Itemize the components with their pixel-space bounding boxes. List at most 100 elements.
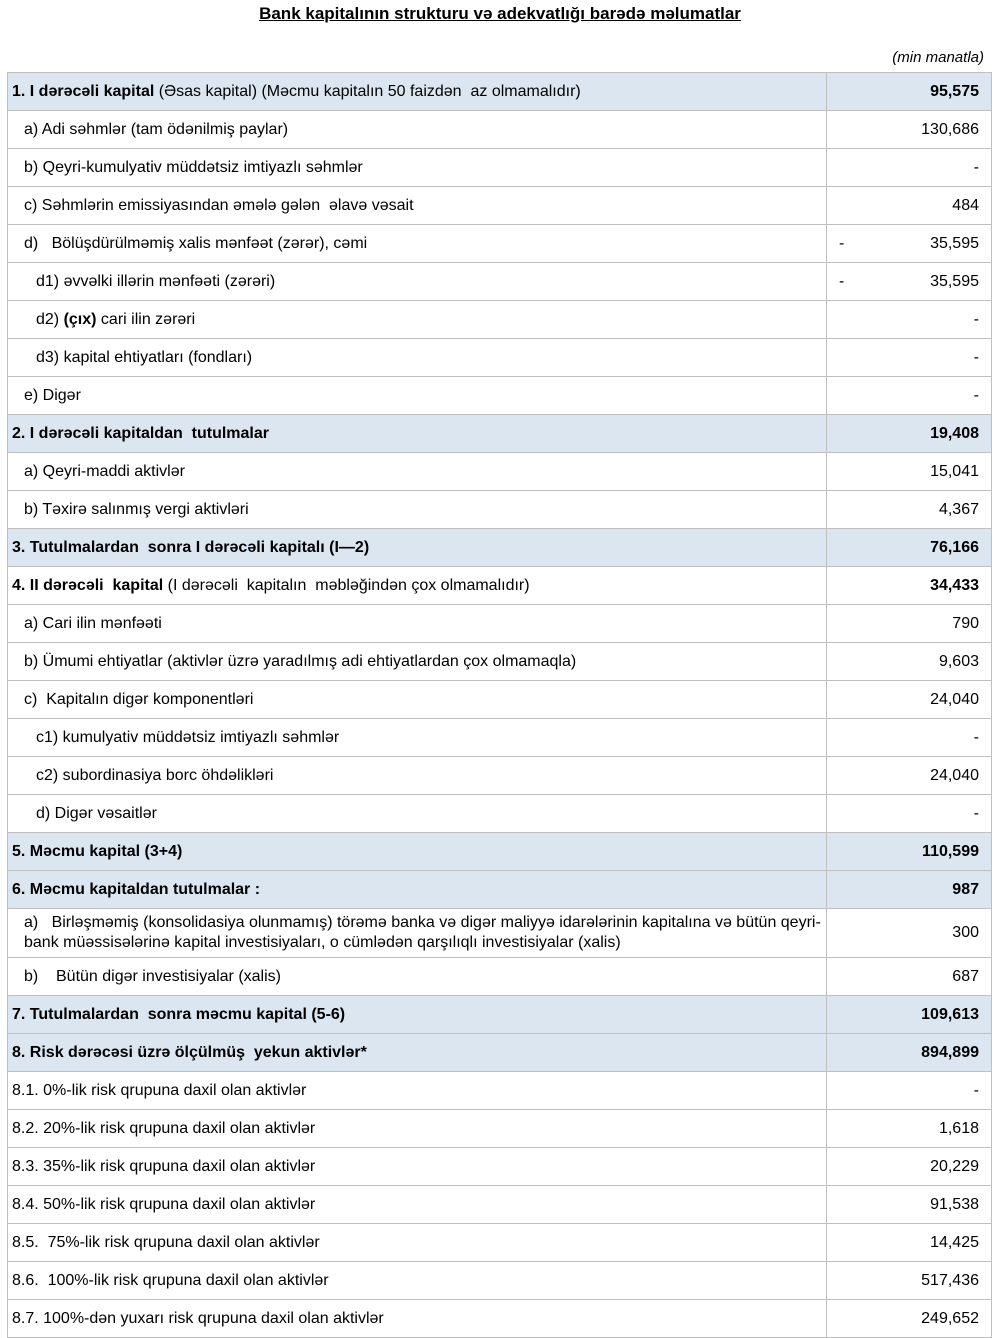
label-text: 8.1. 0%-lik risk qrupuna daxil olan akti… xyxy=(12,1081,307,1099)
value: - xyxy=(973,348,979,366)
sign: - xyxy=(839,272,845,290)
label-text: b) Ümumi ehtiyatlar (aktivlər üzrə yarad… xyxy=(24,652,577,670)
table-row: a) Adi səhmlər (tam ödənilmiş paylar) 130… xyxy=(7,110,992,149)
label-text: 8.5. 75%-lik risk qrupuna daxil olan akt… xyxy=(12,1233,320,1251)
sign: - xyxy=(839,234,845,252)
value-wrap: 110,599 xyxy=(827,843,991,861)
label-text: 8.7. 100%-dən yuxarı risk qrupuna daxil … xyxy=(12,1309,384,1327)
label-text: d3) kapital ehtiyatları (fondları) xyxy=(36,348,253,366)
label-cell: a) Birləşməmiş (konsolidasiya olunmamış)… xyxy=(7,908,827,958)
value-cell: 790 xyxy=(826,604,992,643)
table-row: 8.3. 35%-lik risk qrupuna daxil olan akt… xyxy=(7,1147,992,1186)
label-text: 8.6. 100%-lik risk qrupuna daxil olan ak… xyxy=(12,1271,329,1289)
value-cell: - xyxy=(826,300,992,339)
value: 484 xyxy=(952,196,979,214)
value-cell: 300 xyxy=(826,908,992,958)
table-row: c2) subordinasiya borc öhdəlikləri 24,040 xyxy=(7,756,992,795)
value-cell: 20,229 xyxy=(826,1147,992,1186)
label-cell: 6. Məcmu kapitaldan tutulmalar : xyxy=(7,870,827,909)
value-wrap: 34,433 xyxy=(827,577,991,595)
value-cell: 109,613 xyxy=(826,995,992,1034)
table-row: 8.4. 50%-lik risk qrupuna daxil olan akt… xyxy=(7,1185,992,1224)
table-row: d) Digər vəsaitlər - xyxy=(7,794,992,833)
value-cell: - xyxy=(826,794,992,833)
label-text: c) Səhmlərin emissiyasından əmələ gələn … xyxy=(24,196,414,214)
label-text: c1) kumulyativ müddətsiz imtiyazlı səhml… xyxy=(36,728,340,746)
value-wrap: - xyxy=(827,1082,991,1100)
value: 95,575 xyxy=(930,82,979,100)
label-cell: 2. I dərəcəli kapitaldan tutulmalar xyxy=(7,414,827,453)
unit-note: (min manatla) xyxy=(892,49,984,66)
label-cell: b) Ümumi ehtiyatlar (aktivlər üzrə yarad… xyxy=(7,642,827,681)
value-wrap: 484 xyxy=(827,197,991,215)
value: 790 xyxy=(952,614,979,632)
value-cell: 24,040 xyxy=(826,680,992,719)
label-text: a) Adi səhmlər (tam ödənilmiş paylar) xyxy=(24,120,289,138)
table-row: 6. Məcmu kapitaldan tutulmalar : 987 xyxy=(7,870,992,909)
value: 24,040 xyxy=(930,690,979,708)
value: 249,652 xyxy=(921,1309,979,1327)
value: - xyxy=(973,310,979,328)
label-text: 8.3. 35%-lik risk qrupuna daxil olan akt… xyxy=(12,1157,316,1175)
value: - xyxy=(973,158,979,176)
value-cell: 130,686 xyxy=(826,110,992,149)
value-cell: 14,425 xyxy=(826,1223,992,1262)
value: 987 xyxy=(952,880,979,898)
value: 91,538 xyxy=(930,1195,979,1213)
label-text: d) Digər vəsaitlər xyxy=(36,804,157,822)
table-row: 8.7. 100%-dən yuxarı risk qrupuna daxil … xyxy=(7,1299,992,1338)
value-wrap: 517,436 xyxy=(827,1272,991,1290)
page: {"header":{"title":"Bank kapitalının str… xyxy=(7,4,992,1338)
table-row: d3) kapital ehtiyatları (fondları) - xyxy=(7,338,992,377)
label-cell: a) Adi səhmlər (tam ödənilmiş paylar) xyxy=(7,110,827,149)
value: - xyxy=(973,386,979,404)
label-cell: e) Digər xyxy=(7,376,827,415)
label-text: d) Bölüşdürülməmiş xalis mənfəət (zərər)… xyxy=(24,234,368,252)
value-wrap: - 35,595 xyxy=(827,273,991,291)
table-row: b) Bütün digər investisiyalar (xalis) 687 xyxy=(7,957,992,996)
value-cell: - xyxy=(826,148,992,187)
label-cell: 8.3. 35%-lik risk qrupuna daxil olan akt… xyxy=(7,1147,827,1186)
value: 14,425 xyxy=(930,1233,979,1251)
label-cell: b) Bütün digər investisiyalar (xalis) xyxy=(7,957,827,996)
label-text: 6. Məcmu kapitaldan tutulmalar : xyxy=(12,880,261,898)
label-text: d1) əvvəlki illərin mənfəəti (zərəri) xyxy=(36,272,276,290)
value-cell: 110,599 xyxy=(826,832,992,871)
value-cell: - xyxy=(826,338,992,377)
label-text: 8. Risk dərəcəsi üzrə ölçülmüş yekun akt… xyxy=(12,1043,367,1061)
label-text: cari ilin zərəri xyxy=(96,310,196,328)
value-wrap: 987 xyxy=(827,881,991,899)
value-wrap: 91,538 xyxy=(827,1196,991,1214)
table-row: d2) (çıx) cari ilin zərəri - xyxy=(7,300,992,339)
value-cell: - xyxy=(826,1071,992,1110)
label-text: b) Təxirə salınmış vergi aktivləri xyxy=(24,500,249,518)
label-cell: c) Kapitalın digər komponentləri xyxy=(7,680,827,719)
label-cell: c2) subordinasiya borc öhdəlikləri xyxy=(7,756,827,795)
value-wrap: 76,166 xyxy=(827,539,991,557)
table-row: c1) kumulyativ müddətsiz imtiyazlı səhml… xyxy=(7,718,992,757)
table-row: a) Cari ilin mənfəəti 790 xyxy=(7,604,992,643)
capital-table: 1. I dərəcəli kapital (Əsas kapital) (Mə… xyxy=(7,72,992,1338)
value-cell: 987 xyxy=(826,870,992,909)
value: 15,041 xyxy=(930,462,979,480)
value: 300 xyxy=(952,924,979,941)
value: 130,686 xyxy=(921,120,979,138)
value-wrap: 9,603 xyxy=(827,653,991,671)
value-wrap: 19,408 xyxy=(827,425,991,443)
label-text: (I dərəcəli kapitalın məbləğindən çox ol… xyxy=(163,576,530,594)
value: 687 xyxy=(952,967,979,985)
table-row: c) Səhmlərin emissiyasından əmələ gələn … xyxy=(7,186,992,225)
value-wrap: 24,040 xyxy=(827,691,991,709)
label-cell: 8.5. 75%-lik risk qrupuna daxil olan akt… xyxy=(7,1223,827,1262)
value-cell: 1,618 xyxy=(826,1109,992,1148)
value-wrap: - 35,595 xyxy=(827,235,991,253)
label-text: c) Kapitalın digər komponentləri xyxy=(24,690,254,708)
label-text: 3. Tutulmalardan sonra I dərəcəli kapita… xyxy=(12,538,370,556)
value: 24,040 xyxy=(930,766,979,784)
label-text: (Əsas kapital) (Məcmu kapitalın 50 faizd… xyxy=(154,82,581,100)
table-row: 5. Məcmu kapital (3+4) 110,599 xyxy=(7,832,992,871)
label-text: 8.2. 20%-lik risk qrupuna daxil olan akt… xyxy=(12,1119,316,1137)
value-wrap: 894,899 xyxy=(827,1044,991,1062)
value: 34,433 xyxy=(930,576,979,594)
value-cell: 9,603 xyxy=(826,642,992,681)
